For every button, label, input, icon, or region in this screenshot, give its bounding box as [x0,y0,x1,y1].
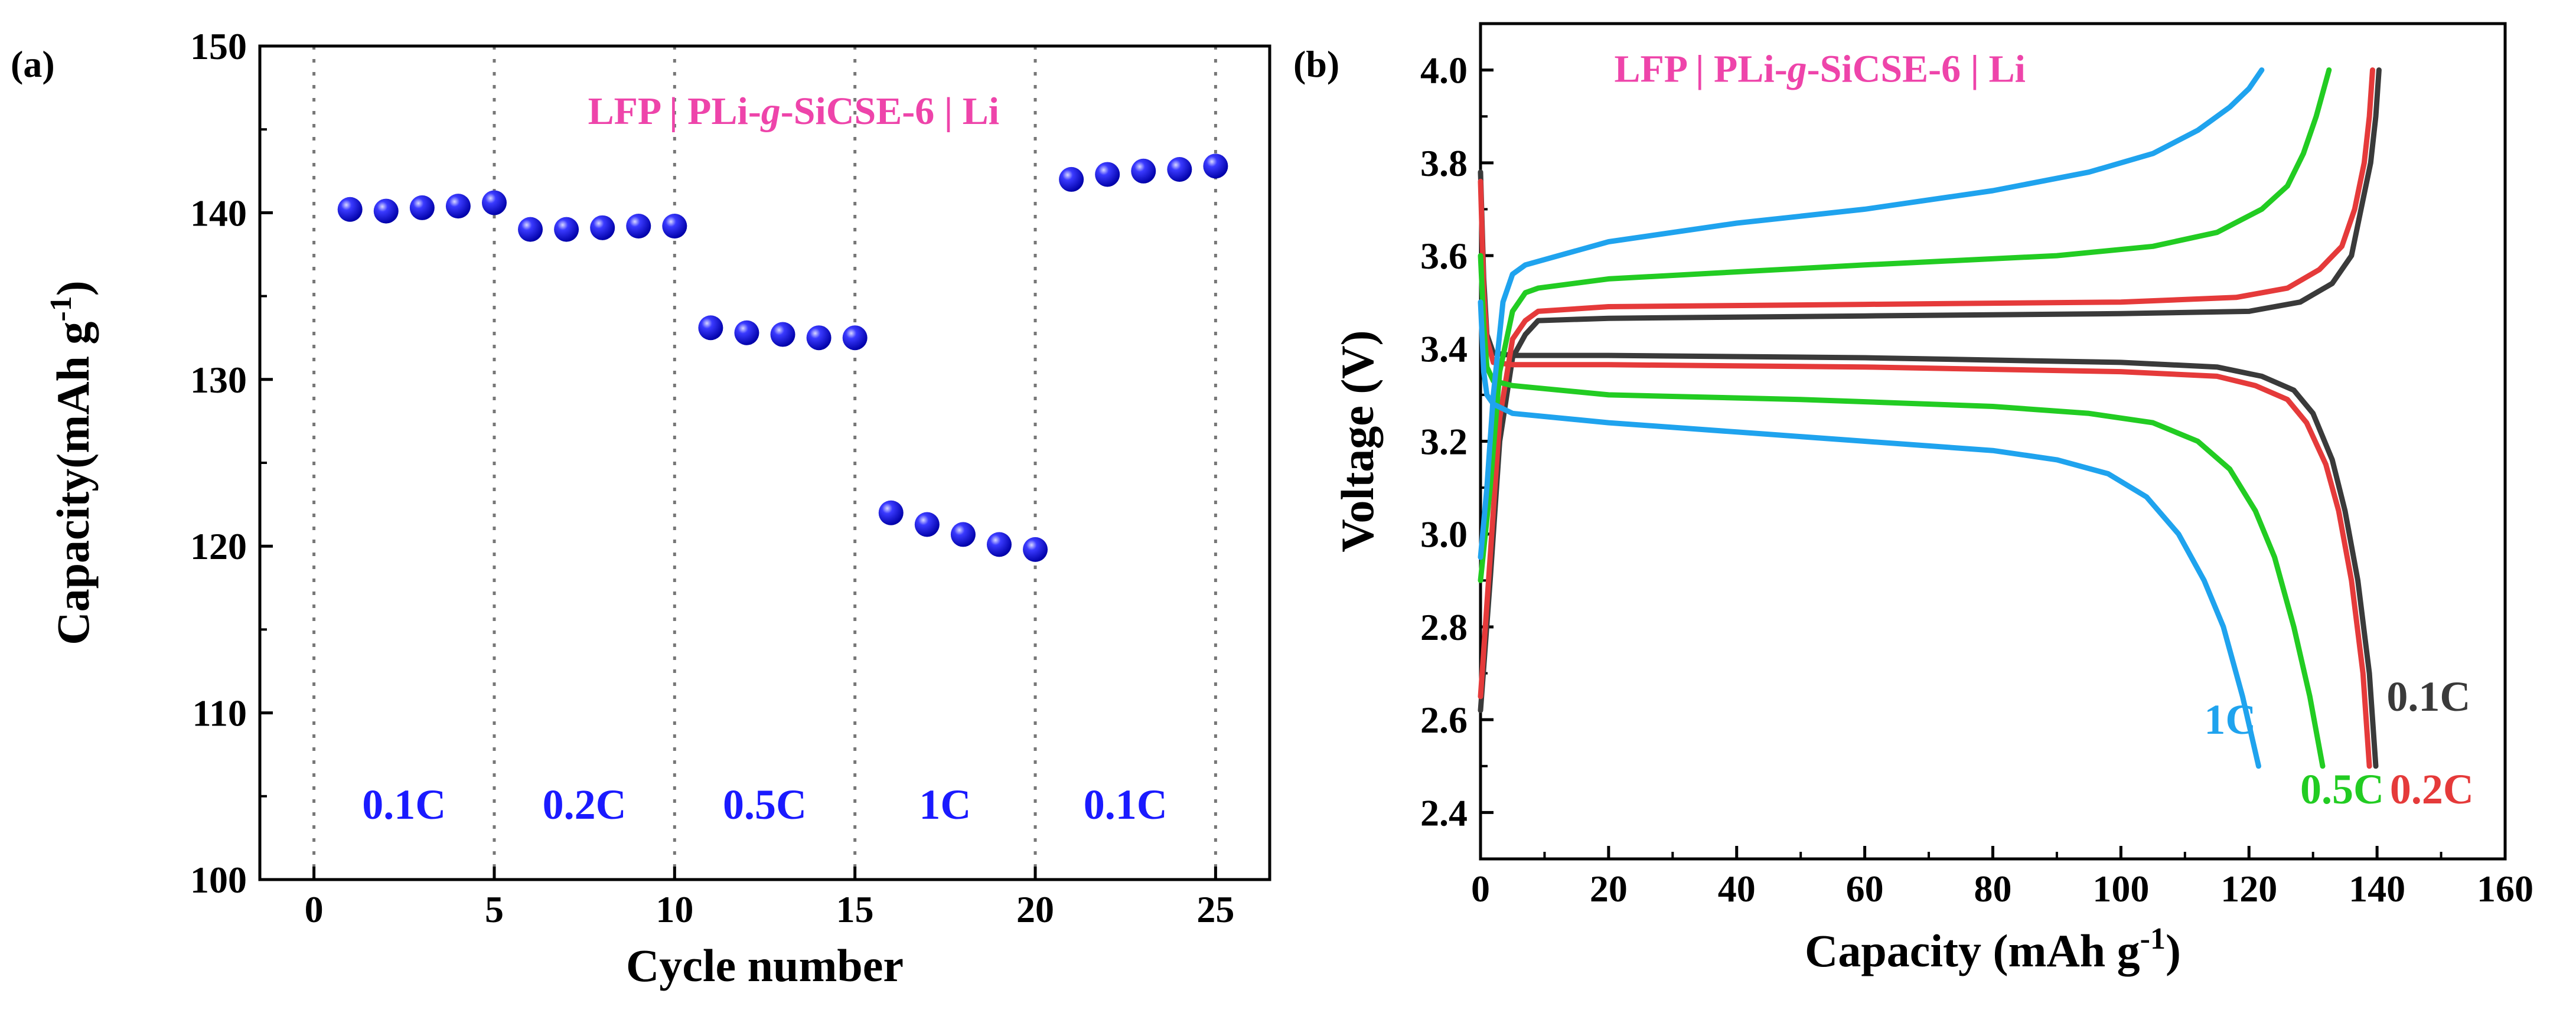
capacity-point [842,325,868,351]
rate-divider-lines [312,46,1217,880]
rate-label: 0.2C [543,781,627,828]
capacity-point [662,213,687,238]
capacity-point [950,522,976,547]
capacity-point [986,532,1012,557]
x-tick-label: 20 [1590,868,1628,910]
panel-a-title: LFP | PLi-g-SiCSE-6 | Li [588,90,1000,133]
capacity-point [914,512,940,537]
x-tick-label: 0 [1471,868,1490,910]
panel-a-tag: (a) [11,43,55,85]
panel-b-plot-frame [1479,22,2507,861]
y-tick-label: 140 [190,192,247,234]
y-tick-label: 110 [193,692,247,734]
rate-label: 0.5C [723,781,807,828]
x-axis-title: Capacity (mAh g-1) [1805,922,2181,976]
x-tick-label: 20 [1016,888,1054,930]
x-tick-label: 5 [485,888,504,930]
x-tick-label: 120 [2220,868,2277,910]
panel-b-title: LFP | PLi-g-SiCSE-6 | Li [1614,48,2026,91]
x-tick-label: 0 [305,888,324,930]
x-tick-label: 160 [2477,868,2533,910]
y-tick-label: 2.4 [1420,792,1468,834]
x-axis-ticks: 0 20 40 60 80 100 120 140 160 [1471,846,2533,910]
capacity-point [626,213,651,238]
y-axis-title: Voltage (V) [1332,330,1383,552]
capacity-point [445,194,471,219]
x-tick-label: 80 [1974,868,2012,910]
curve-label-0.5C: 0.5C [2300,766,2384,813]
x-tick-label: 15 [836,888,874,930]
capacity-point [878,500,904,525]
capacity-point [518,217,543,242]
capacity-point [806,325,832,351]
charge-curve-1C [1478,67,2265,560]
panel-b-tag: (b) [1293,43,1339,85]
y-axis-ticks: 100 110 120 130 140 150 [190,25,273,901]
y-tick-label: 150 [190,25,247,67]
capacity-point [481,190,507,215]
x-tick-label: 100 [2092,868,2149,910]
voltage-curves [1478,67,2382,769]
capacity-point [409,195,435,220]
y-tick-label: 130 [190,359,247,401]
y-tick-label: 4.0 [1420,50,1468,91]
charge-curve-0.1C [1478,67,2382,713]
x-tick-label: 140 [2349,868,2405,910]
charge-curve-0.5C [1478,67,2332,583]
capacity-point [337,197,363,222]
x-axis-ticks: 0 5 10 15 20 25 [305,867,1234,930]
capacity-point [698,315,723,341]
capacity-point [1167,156,1192,182]
capacity-point [1095,162,1120,187]
curve-label-0.1C: 0.1C [2386,673,2470,720]
discharge-curve-0.2C [1478,178,2372,769]
capacity-point [554,217,579,242]
y-tick-label: 3.0 [1420,514,1468,555]
capacity-point [770,322,795,347]
capacity-point [1059,166,1084,192]
y-tick-label: 3.8 [1420,142,1468,184]
x-tick-label: 40 [1718,868,1756,910]
curve-label-0.2C: 0.2C [2390,766,2474,813]
capacity-point [1023,537,1048,562]
y-axis-ticks: 2.4 2.6 2.8 3.0 3.2 3.4 3.6 3.8 4.0 [1420,22,1494,834]
y-tick-label: 3.2 [1420,421,1468,463]
rate-label: 0.1C [1084,781,1168,828]
y-tick-label: 3.6 [1420,235,1468,277]
capacity-point [1131,158,1156,184]
y-tick-label: 3.4 [1420,328,1468,370]
capacity-point [373,198,399,224]
y-tick-label: 120 [190,525,247,567]
discharge-curve-0.5C [1478,253,2326,769]
curve-rate-labels: 0.1C 0.2C0.5C 1C [2204,673,2473,813]
rate-labels: 0.1C 0.2C 0.5C 1C 0.1C [362,781,1167,828]
panel-b-voltage-profiles: (b) 2.4 2.6 2.8 3.0 3.2 3.4 3.6 3.8 4.0 0 20 40 60 8… [1293,22,2533,976]
x-tick-label: 25 [1196,888,1234,930]
y-tick-label: 2.6 [1420,699,1468,741]
y-axis-title: Capacity(mAh g-1) [44,280,99,645]
capacity-point [1203,153,1228,179]
rate-label: 0.1C [362,781,446,828]
x-tick-label: 60 [1846,868,1884,910]
rate-label: 1C [919,781,971,828]
x-tick-label: 10 [656,888,693,930]
discharge-curve-1C [1478,299,2261,769]
capacity-point [734,320,759,345]
capacity-point [590,215,615,240]
curve-label-1C: 1C [2204,696,2256,743]
x-axis-title: Cycle number [626,940,904,991]
y-tick-label: 100 [190,859,247,901]
y-tick-label: 2.8 [1420,606,1468,648]
capacity-points [337,153,1228,562]
